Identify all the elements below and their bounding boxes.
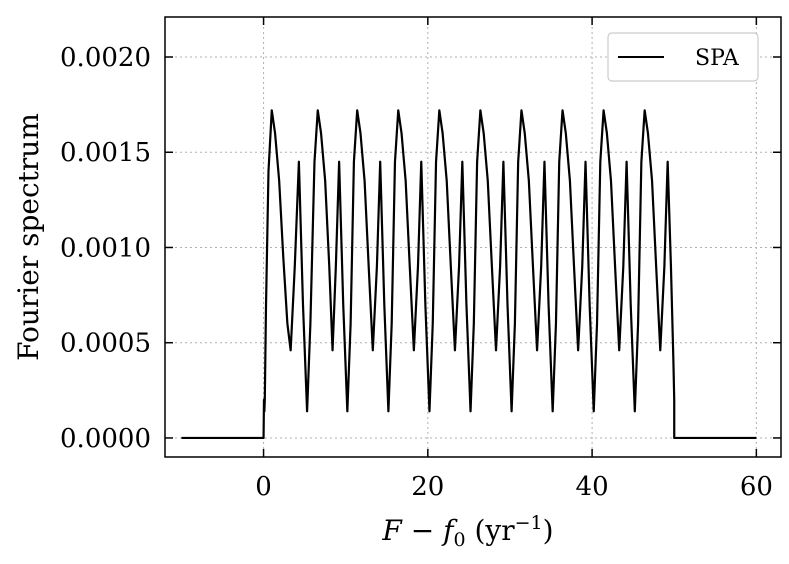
legend-label-spa: SPA [695, 46, 740, 71]
x-tick-label: 60 [740, 472, 773, 502]
y-tick-label: 0.0000 [60, 424, 151, 454]
y-tick-label: 0.0020 [60, 43, 151, 73]
y-tick-label: 0.0005 [60, 329, 151, 359]
y-tick-label: 0.0010 [60, 233, 151, 263]
x-tick-label: 40 [576, 472, 609, 502]
legend: SPA [607, 32, 759, 82]
series-layer [181, 109, 757, 440]
x-tick-label: 20 [411, 472, 444, 502]
series-line-spa [181, 109, 757, 440]
ticks [165, 17, 781, 457]
y-tick-label: 0.0015 [60, 138, 151, 168]
x-tick-labels: 0 20 40 60 [255, 472, 773, 502]
y-tick-labels: 0.0000 0.0005 0.0010 0.0015 0.0020 [60, 43, 151, 454]
y-axis-label: Fourier spectrum [12, 113, 45, 361]
legend-box [607, 32, 759, 82]
x-tick-label: 0 [255, 472, 272, 502]
x-axis-label: F − f0 (yr−1) [381, 512, 553, 551]
grid [165, 17, 781, 457]
plot-frame [164, 16, 782, 458]
